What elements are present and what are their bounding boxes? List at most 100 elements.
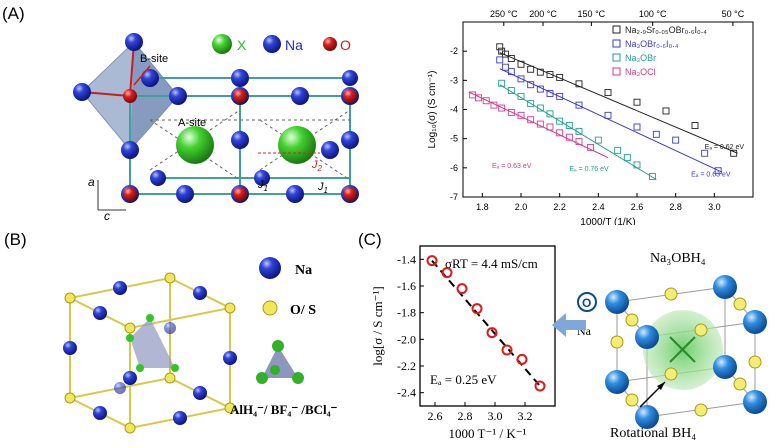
arrhenius-plot-c: 2.6 2.8 3.0 3.2 -1.4 -1.6 -1.8 -2.0 -2.2 -2.4 1000…: [370, 245, 556, 441]
na-legend-icon: [263, 35, 281, 53]
data-point: [623, 154, 631, 162]
data-point: [546, 71, 554, 78]
j2-label: J2: [311, 159, 323, 173]
data-point: [475, 94, 482, 102]
data-point: [536, 85, 544, 93]
x-tick-label: 2.4: [592, 202, 605, 212]
transition-arrow: [552, 313, 586, 337]
x-tick-label-c: 3.0: [488, 409, 503, 423]
data-point: [507, 108, 515, 116]
data-point: [652, 130, 660, 138]
x-tick-label: 3.0: [708, 202, 721, 212]
panel-a-structure: X Na O B-site A-site J2 J1 J1 a c: [73, 33, 359, 220]
data-point: [714, 167, 722, 175]
j1-label: J1: [257, 179, 268, 193]
os-legend-icon: [262, 300, 278, 316]
legend-label: Na₃OBr₀.₆I₀.₄: [625, 39, 679, 49]
y-tick-label-c: -1.8: [397, 306, 416, 320]
data-point: [691, 122, 699, 129]
y-tick-label: -3: [450, 75, 458, 85]
data-point: [517, 111, 525, 119]
fit-line: [499, 84, 657, 180]
legend-marker: [612, 67, 621, 76]
data-point: [527, 65, 535, 73]
data-point: [556, 117, 564, 125]
axis-c-label: c: [104, 209, 110, 220]
top-tick-label: 100 °C: [639, 9, 667, 19]
a-site-label: A-site: [178, 117, 206, 129]
data-point: [556, 73, 564, 81]
top-tick-label: 250 °C: [490, 9, 518, 19]
data-point: [546, 90, 554, 97]
y-axis-label-c: log[σ / S cm⁻¹]: [370, 286, 385, 366]
o-legend-label: O: [340, 37, 351, 53]
b-site-label: B-site: [140, 53, 168, 65]
panel-label-a: (A): [2, 4, 25, 23]
data-point: [536, 104, 544, 112]
o-marker: [577, 292, 597, 312]
x-legend-icon: [212, 34, 232, 54]
activation-energy-annotation: Eₐ = 0.25 eV: [430, 372, 497, 387]
top-tick-label: 50 °C: [722, 9, 745, 19]
rotational-bh4-label: Rotational BH₄: [610, 426, 696, 441]
legend-marker: [612, 25, 621, 34]
o-marker-label: O: [582, 296, 591, 310]
data-point: [614, 146, 622, 154]
fit-line: [468, 91, 609, 159]
y-tick-label-c: -1.4: [397, 252, 416, 266]
structure-title: Na₃OBH₄: [650, 251, 706, 266]
data-point: [587, 143, 595, 151]
data-point: [527, 81, 535, 89]
panel-b-structure: Na O/ S AlH₄⁻/ BF₄⁻ /BCl₄⁻: [63, 257, 338, 434]
data-point: [649, 173, 656, 181]
x-tick-label: 2.8: [669, 202, 682, 212]
activation-energy-label: Eₐ = 0.63 eV: [492, 163, 532, 170]
data-point: [565, 133, 573, 141]
data-point: [556, 92, 564, 100]
fit-line: [499, 68, 723, 173]
data-point: [498, 79, 506, 87]
data-point: [517, 92, 525, 100]
data-point: [517, 75, 525, 83]
x-tick-label: 2.0: [515, 202, 528, 212]
data-point: [536, 120, 544, 128]
x-tick-label-c: 2.8: [458, 409, 473, 423]
data-point: [498, 104, 506, 112]
top-tick-label: 150 °C: [578, 9, 606, 19]
data-point: [496, 43, 504, 51]
data-point-c: [456, 283, 468, 295]
y-tick-label-c: -2.4: [397, 386, 416, 400]
data-point: [662, 107, 670, 115]
x-tick-label: 2.2: [553, 202, 566, 212]
data-point: [633, 123, 641, 131]
legend-label: Na₃OCl: [625, 67, 656, 77]
data-point-c: [486, 327, 498, 339]
na-legend-icon-b: [259, 257, 281, 279]
data-point: [527, 116, 535, 124]
data-point: [546, 123, 554, 131]
y-tick-label: -7: [450, 192, 458, 202]
legend-marker: [612, 53, 621, 62]
data-point: [575, 127, 583, 135]
x-tick-label-c: 3.2: [518, 409, 533, 423]
y-tick-label: -5: [450, 134, 458, 144]
y-tick-label-c: -2.2: [397, 359, 416, 373]
data-point: [672, 136, 680, 144]
data-point: [594, 136, 602, 144]
y-tick-label: -2: [450, 46, 458, 56]
data-point-c: [516, 353, 528, 365]
x-tick-label: 1.8: [476, 202, 489, 212]
activation-energy-label: Eₐ = 0.63 eV: [691, 172, 731, 179]
data-point: [502, 63, 509, 71]
na-legend-label: Na: [285, 37, 303, 53]
data-point: [507, 87, 515, 94]
y-tick-label: -6: [450, 163, 458, 173]
data-point: [575, 138, 583, 146]
y-tick-label: -4: [450, 105, 458, 115]
arrhenius-plot-a: 1.8 2.0 2.2 2.4 2.6 2.8 3.0 -2 -3 -4 -5 -6 -7 250 °C 2…: [427, 9, 754, 225]
anion-legend-label: AlH₄⁻/ BF₄⁻ /BCl₄⁻: [230, 402, 338, 417]
x-atom: [278, 126, 316, 164]
data-point: [527, 100, 535, 108]
data-point: [575, 101, 583, 109]
data-point: [507, 55, 515, 62]
